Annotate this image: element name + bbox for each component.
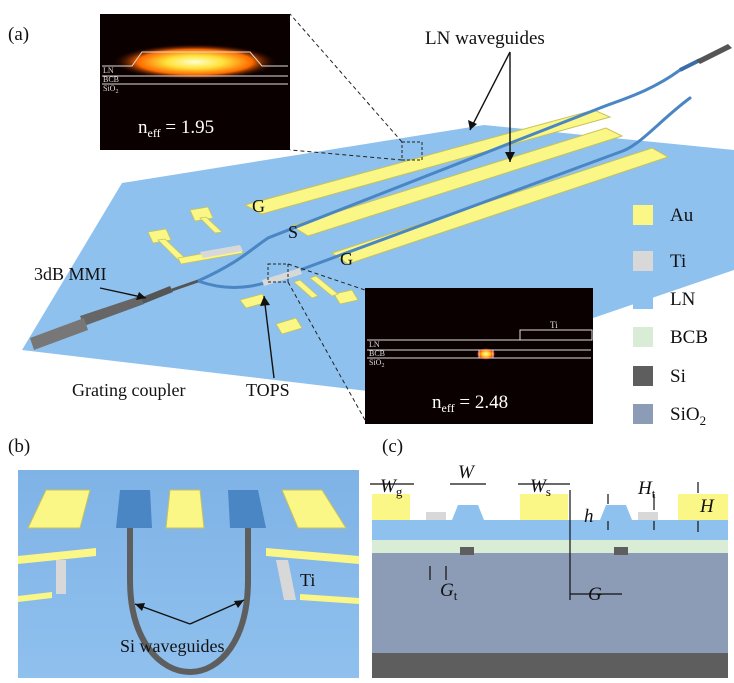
mode-profile-1: [113, 44, 277, 80]
dim-ht: Ht: [637, 478, 656, 501]
legend-label-bcb: BCB: [670, 327, 708, 348]
inset2-sio2-label: SiO2: [369, 358, 384, 369]
inset1-ln-label: LN: [103, 66, 114, 75]
arrow-tops-head: [260, 296, 270, 306]
zoom-box-2: [267, 263, 289, 283]
arrow-si-1-head: [135, 603, 145, 611]
legend-swatch-ti: [633, 251, 653, 271]
mmi: [140, 286, 173, 304]
inset1-neff: neff = 1.95: [138, 117, 214, 140]
dim-g: G: [588, 584, 602, 605]
inset2-bcb-label: BCB: [369, 349, 385, 358]
dim-ws: Ws: [530, 476, 551, 499]
panel-c-au-3: [678, 494, 728, 520]
arrow-tops: [263, 295, 275, 379]
panel-label-a: (a): [8, 24, 29, 45]
zoom-box-1: [401, 141, 423, 161]
arrow-si-2-head: [234, 600, 244, 608]
inset2-ti-label: Ti: [550, 320, 558, 330]
panel-b-si-label: Si waveguides: [120, 636, 224, 656]
label-tops: TOPS: [246, 380, 290, 400]
dim-w: W: [458, 462, 476, 483]
label-grating-coupler: Grating coupler: [72, 380, 185, 400]
panel-b-electrodes: [27, 489, 347, 529]
electrode-s: [290, 127, 624, 237]
panel-c-si-substrate: [372, 653, 728, 678]
panel-c-dimension-lines: [370, 482, 699, 600]
arrow-ln-2-head: [505, 152, 515, 162]
dim-H: H: [699, 496, 715, 517]
mode-profile-2: [476, 348, 496, 360]
arrow-si-2: [189, 599, 245, 625]
grating-stripe: [30, 318, 88, 350]
heater-pads-lower: [239, 275, 359, 335]
grating-coupler-output: [696, 44, 732, 64]
label-s: S: [288, 222, 298, 242]
label-g-top: G: [252, 196, 265, 216]
mode-inset-1: [100, 14, 290, 150]
legend-label-au: Au: [670, 205, 694, 226]
arrow-si-1: [134, 603, 191, 625]
input-waveguide: [171, 279, 199, 292]
legend-swatch-sio2: [633, 404, 653, 424]
panel-c-ti-1: [426, 512, 446, 520]
ti-heater-lower: [262, 268, 302, 286]
output-waveguide: [679, 58, 701, 72]
legend-swatch-bcb: [633, 327, 653, 347]
legend-label-si: Si: [670, 366, 686, 387]
inset1-ln-outline: [102, 51, 288, 67]
panel-label-b: (b): [8, 436, 30, 457]
panel-c-si-2: [614, 547, 628, 555]
dim-h: h: [584, 506, 594, 527]
panel-b-heaters: [18, 548, 359, 604]
legend-swatch-au: [633, 205, 653, 225]
legend-label-ln: LN: [670, 289, 696, 310]
ti-heater-upper: [200, 245, 243, 258]
label-ln-waveguides: LN waveguides: [425, 28, 545, 49]
inset2-ln-label: LN: [369, 340, 380, 349]
panel-label-c: (c): [382, 436, 403, 457]
zoom-line-1b: [289, 149, 403, 161]
panel-c-ti-2: [638, 512, 658, 520]
panel-b-si-waveguide-loop: [127, 528, 251, 676]
legend-label-ti: Ti: [670, 251, 686, 272]
inset1-bcb-label: BCB: [103, 75, 119, 84]
label-mmi: 3dB MMI: [34, 264, 107, 284]
panel-c-ln-rib-2: [600, 505, 632, 520]
legend-swatch-ln: [633, 289, 653, 309]
zoom-line-1a: [289, 13, 403, 143]
panel-c-au-1: [372, 494, 410, 520]
grating-coupler-input: [80, 296, 144, 326]
inset2-si-outline: [478, 349, 494, 359]
panel-c-si-1: [460, 547, 474, 555]
dim-gt: Gt: [440, 580, 458, 603]
panel-b-ti-label: Ti: [300, 570, 315, 590]
arrow-mmi-head: [136, 292, 146, 300]
legend-swatch-si: [633, 366, 653, 386]
panel-c-sio2: [372, 553, 728, 653]
arrow-ln-1: [469, 51, 511, 131]
panel-c-ln-rib-1: [452, 505, 484, 520]
electrode-g-top: [243, 109, 612, 215]
panel-c-au-2: [520, 494, 568, 520]
inset2-neff: neff = 2.48: [432, 392, 508, 415]
arrow-ln-1-head: [468, 120, 477, 130]
legend-label-sio2: SiO2: [670, 404, 706, 428]
zoom-line-2b: [287, 281, 366, 421]
electrode-g-bottom: [330, 147, 670, 265]
panel-c-bcb: [372, 540, 728, 553]
legend: Au Ti LN BCB Si SiO2: [633, 205, 708, 428]
panel-c-ln-slab: [372, 520, 728, 540]
inset1-sio2-label: SiO2: [103, 84, 118, 95]
dim-wg: Wg: [380, 476, 403, 499]
label-g-bottom: G: [340, 249, 353, 269]
